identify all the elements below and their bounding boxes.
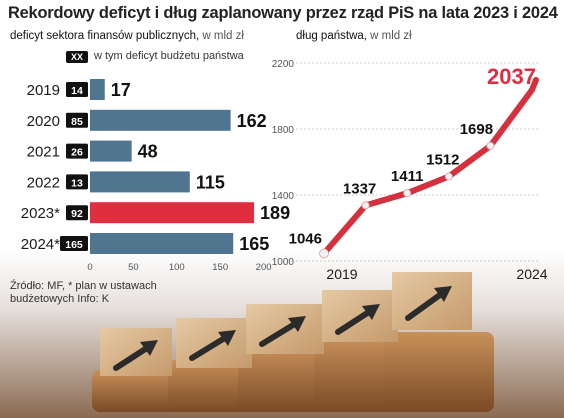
budget-deficit-badge <box>66 205 88 221</box>
line-x-tick: 2024 <box>516 266 547 282</box>
legend-key-badge: XX <box>66 51 89 63</box>
debt-point <box>403 189 412 198</box>
deficit-value-label: 165 <box>239 234 269 254</box>
debt-point <box>444 172 453 181</box>
deficit-bar <box>90 140 132 162</box>
arrow-icons <box>113 286 452 371</box>
budget-deficit-badge <box>66 174 88 190</box>
deficit-value-label: 48 <box>138 142 158 162</box>
bar-x-tick: 200 <box>256 262 272 273</box>
debt-point <box>319 248 329 259</box>
deficit-value-label: 17 <box>111 80 131 100</box>
bar-category-label: 2019 <box>27 82 60 99</box>
bar-category-label: 2022 <box>27 174 60 191</box>
deficit-bar <box>90 171 190 193</box>
debt-line-tip <box>529 76 539 93</box>
coins-blocks-photo <box>0 250 564 418</box>
line-y-tick: 1000 <box>272 257 295 268</box>
left-subtitle-text: deficyt sektora finansów publicznych, <box>10 30 200 42</box>
debt-value-label: 1698 <box>460 121 493 138</box>
deficit-bar <box>90 233 234 254</box>
wooden-blocks <box>100 272 472 376</box>
line-y-tick: 1800 <box>272 125 295 136</box>
budget-deficit-value: 165 <box>65 239 83 251</box>
debt-point <box>486 141 495 150</box>
budget-deficit-badge <box>66 82 88 97</box>
budget-deficit-badge <box>60 236 88 251</box>
left-subtitle-unit: w mld zł <box>202 30 244 42</box>
debt-point <box>361 201 370 210</box>
debt-value-label: 1046 <box>289 230 322 247</box>
budget-deficit-badge <box>66 143 88 159</box>
bar-category-label: 2024* <box>21 236 60 253</box>
line-y-tick: 2200 <box>272 59 295 70</box>
coin-stacks <box>92 332 494 412</box>
budget-deficit-value: 26 <box>71 147 83 159</box>
bar-category-label: 2021 <box>27 144 60 161</box>
deficit-bar <box>90 79 105 100</box>
legend-text: w tym deficyt budżetu państwa <box>94 50 244 62</box>
budget-deficit-value: 13 <box>71 177 83 189</box>
bar-x-tick: 50 <box>128 262 139 273</box>
deficit-value-label: 162 <box>237 111 267 131</box>
bar-category-label: 2023* <box>21 205 60 222</box>
line-x-tick: 2019 <box>326 266 357 282</box>
budget-deficit-value: 85 <box>71 116 83 128</box>
debt-value-label: 1337 <box>343 180 376 197</box>
left-chart-subtitle: deficyt sektora finansów publicznych, w … <box>10 30 244 42</box>
deficit-bar <box>90 202 255 224</box>
right-subtitle-unit: w mld zł <box>370 30 412 42</box>
right-subtitle-text: dług państwa, <box>296 30 367 42</box>
bar-x-tick: 0 <box>87 262 92 273</box>
debt-value-label: 2037 <box>487 64 536 89</box>
deficit-bar <box>90 109 231 131</box>
budget-deficit-badge <box>66 112 88 128</box>
source-note: Źródło: MF, * plan w ustawach budżetowyc… <box>10 280 157 305</box>
bar-category-label: 2020 <box>27 113 60 130</box>
chart-title: Rekordowy deficyt i dług zaplanowany prz… <box>8 4 558 22</box>
budget-deficit-value: 92 <box>71 208 83 220</box>
budget-deficit-value: 14 <box>71 85 83 97</box>
debt-value-label: 1411 <box>391 168 424 185</box>
deficit-value-label: 189 <box>260 203 290 223</box>
deficit-value-label: 115 <box>196 172 225 192</box>
bar-x-tick: 150 <box>212 262 228 273</box>
bar-x-tick: 100 <box>169 262 185 273</box>
debt-value-label: 1512 <box>426 152 459 169</box>
right-chart-subtitle: dług państwa, w mld zł <box>296 30 412 42</box>
debt-line <box>321 88 535 256</box>
line-y-tick: 1400 <box>272 191 295 202</box>
